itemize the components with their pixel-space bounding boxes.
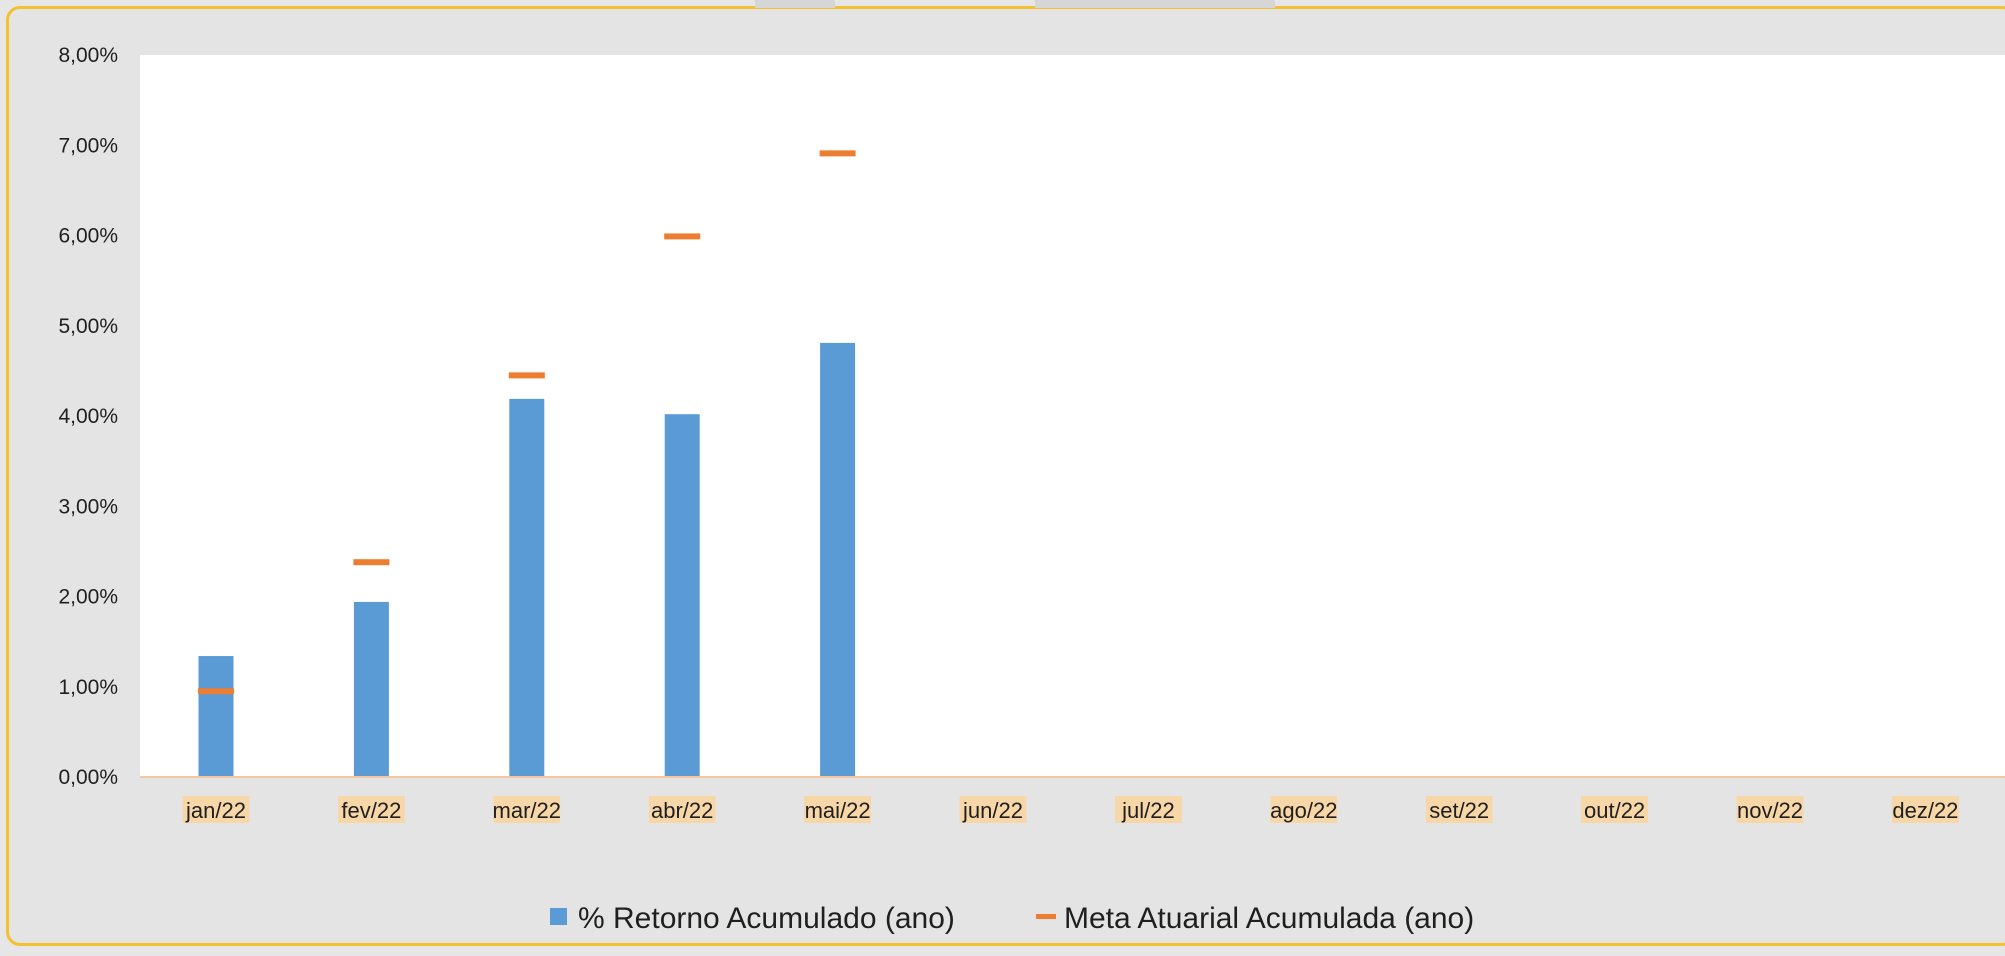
- x-tick-label-text: nov/22: [1737, 798, 1803, 823]
- marker-meta: [353, 559, 390, 566]
- y-tick-label: 5,00%: [58, 315, 118, 338]
- background-tab: [1035, 0, 1275, 8]
- marker-meta: [508, 372, 545, 379]
- y-tick-label: 6,00%: [58, 225, 118, 248]
- x-tick-label-text: set/22: [1429, 798, 1489, 823]
- legend-bar-label: % Retorno Acumulado (ano): [578, 902, 955, 935]
- x-tick-label: mar/22: [493, 796, 561, 823]
- x-tick-label-bg: [959, 796, 1027, 823]
- legend-meta-label: Meta Atuarial Acumulada (ano): [1064, 902, 1474, 935]
- bar-retorno: [664, 414, 700, 777]
- x-tick-label-bg: [338, 796, 405, 823]
- bar-retorno: [820, 342, 856, 777]
- bar-retorno: [509, 398, 545, 777]
- x-tick-label-bg: [1115, 796, 1182, 823]
- x-tick-label-bg: [493, 796, 561, 823]
- x-tick-label: jul/22: [1115, 796, 1182, 823]
- x-tick-label: set/22: [1425, 796, 1493, 823]
- x-tick-label-text: jan/22: [185, 798, 246, 823]
- x-tick-label: out/22: [1581, 796, 1648, 823]
- marker-meta: [819, 150, 856, 157]
- x-tick-label-text: mar/22: [493, 798, 561, 823]
- y-tick-label: 7,00%: [58, 134, 118, 157]
- x-tick-label-text: mai/22: [805, 798, 871, 823]
- y-tick-label: 3,00%: [58, 495, 118, 518]
- x-tick-label-text: fev/22: [341, 798, 401, 823]
- x-tick-label-bg: [804, 796, 871, 823]
- x-tick-label-text: ago/22: [1270, 798, 1337, 823]
- legend-meta-swatch: [1036, 914, 1056, 919]
- x-tick-label-text: jul/22: [1121, 798, 1175, 823]
- background-tab: [755, 0, 835, 8]
- y-tick-label: 4,00%: [58, 405, 118, 428]
- x-tick-label-bg: [648, 796, 716, 823]
- x-tick-label-text: out/22: [1584, 798, 1645, 823]
- x-tick-label-bg: [1736, 796, 1804, 823]
- y-tick-label: 1,00%: [58, 676, 118, 699]
- x-tick-label-bg: [1892, 796, 1959, 823]
- x-tick-label: fev/22: [338, 796, 405, 823]
- x-tick-label-bg: [1270, 796, 1338, 823]
- x-tick-label: jun/22: [959, 796, 1027, 823]
- x-tick-label-bg: [1581, 796, 1648, 823]
- x-tick-label-bg: [182, 796, 250, 823]
- x-tick-label: jan/22: [182, 796, 250, 823]
- legend: % Retorno Acumulado (ano) Meta Atuarial …: [550, 902, 1474, 935]
- marker-meta: [664, 233, 701, 240]
- marker-meta: [198, 688, 234, 695]
- x-tick-label: abr/22: [648, 796, 716, 823]
- bar-retorno: [198, 656, 234, 777]
- x-tick-label: ago/22: [1270, 796, 1337, 823]
- x-tick-label: mai/22: [804, 796, 871, 823]
- x-tick-label: nov/22: [1736, 796, 1804, 823]
- bar-retorno: [353, 601, 389, 777]
- y-tick-label: 8,00%: [58, 44, 118, 67]
- x-tick-label-text: abr/22: [651, 798, 713, 823]
- x-tick-label: dez/22: [1892, 796, 1959, 823]
- x-tick-label-bg: [1425, 796, 1493, 823]
- plot-area: [140, 55, 2005, 777]
- y-tick-label: 2,00%: [58, 586, 118, 609]
- x-tick-label-text: jun/22: [962, 798, 1023, 823]
- x-tick-label-text: dez/22: [1892, 798, 1958, 823]
- legend-bar-swatch: [550, 908, 567, 925]
- y-tick-label: 0,00%: [58, 766, 118, 789]
